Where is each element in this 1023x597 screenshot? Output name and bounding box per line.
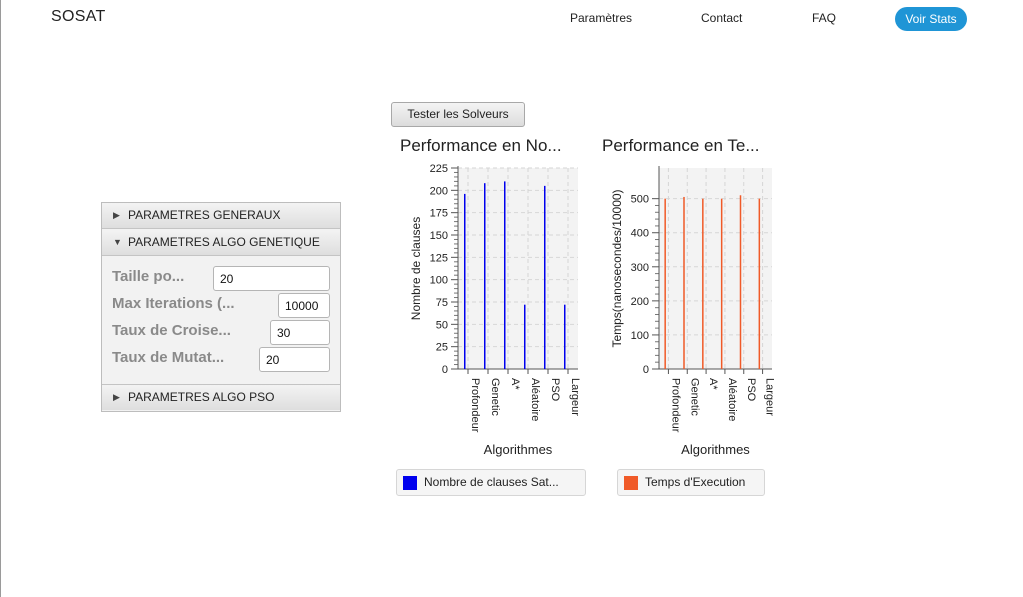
accordion-title: PARAMETRES ALGO PSO (128, 390, 275, 404)
y-tick-label: 300 (631, 262, 649, 274)
population-size-input[interactable] (213, 266, 330, 291)
nav-link-contact[interactable]: Contact (701, 11, 743, 25)
bar (720, 198, 723, 369)
y-axis-label: Temps(nanosecondes/10000) (610, 189, 624, 347)
nav-link-faq[interactable]: FAQ (812, 11, 837, 25)
y-tick-label: 75 (436, 297, 448, 309)
triangle-right-icon: ▶ (113, 210, 120, 220)
x-axis-label: Algorithmes (484, 442, 553, 457)
y-tick-label: 200 (631, 296, 649, 308)
legend-swatch-blue (403, 476, 417, 490)
bar (758, 198, 761, 369)
bar (564, 304, 566, 369)
bar (739, 195, 742, 369)
bar (683, 196, 685, 369)
x-tick-label: Largeur (764, 378, 776, 416)
y-tick-label: 500 (631, 194, 649, 206)
triangle-right-icon: ▶ (113, 392, 120, 402)
x-tick-label: Profondeur (669, 378, 681, 433)
brand-logo[interactable]: SOSAT (51, 8, 106, 25)
y-tick-label: 150 (430, 230, 448, 242)
navbar: SOSAT Paramètres Contact FAQ Voir Stats (0, 0, 1023, 38)
x-tick-label: Profondeur (469, 378, 481, 433)
mutation-rate-input[interactable] (259, 347, 330, 372)
crossover-rate-label: Taux de Croise... (112, 322, 231, 339)
y-tick-label: 125 (430, 252, 448, 264)
accordion-header-pso[interactable]: ▶ PARAMETRES ALGO PSO (102, 385, 340, 410)
accordion-title: PARAMETRES GENERAUX (128, 208, 281, 222)
voir-stats-button[interactable]: Voir Stats (895, 7, 967, 31)
y-tick-label: 100 (631, 330, 649, 342)
y-tick-label: 225 (430, 163, 448, 175)
y-tick-label: 50 (436, 319, 448, 331)
clauses-chart: Performance en No... 0 25 50 75 100 125 150 175 2… (400, 136, 581, 457)
chart-title: Performance en Te... (602, 136, 760, 155)
parameters-accordion: ▶ PARAMETRES GENERAUX ▼ PARAMETRES ALGO … (101, 202, 341, 412)
y-axis-label: Nombre de clauses (409, 217, 423, 320)
nav-link-parametres[interactable]: Paramètres (570, 11, 633, 25)
accordion-header-genetic[interactable]: ▼ PARAMETRES ALGO GENETIQUE (102, 230, 340, 256)
x-tick-label: Genetic (489, 378, 501, 416)
mutation-rate-label: Taux de Mutat... (112, 349, 225, 366)
crossover-rate-input[interactable] (270, 320, 330, 345)
max-iterations-input[interactable] (278, 293, 330, 318)
legend-time: Temps d'Execution (617, 469, 765, 496)
x-tick-label: A* (707, 378, 719, 390)
legend-clauses: Nombre de clauses Sat... (396, 469, 586, 496)
legend-label: Temps d'Execution (645, 475, 746, 489)
plot-background (458, 168, 578, 369)
x-axis-label: Algorithmes (681, 442, 750, 457)
y-tick-label: 400 (631, 228, 649, 240)
accordion-title: PARAMETRES ALGO GENETIQUE (128, 235, 320, 249)
x-tick-label: Aléatoire (726, 378, 738, 421)
y-tick-label: 175 (430, 208, 448, 220)
legend-swatch-orange (624, 476, 638, 490)
max-iterations-label: Max Iterations (... (112, 295, 235, 312)
legend-label: Nombre de clauses Sat... (424, 475, 559, 489)
test-solvers-button[interactable]: Tester les Solveurs (391, 102, 525, 127)
y-tick-label: 25 (436, 342, 448, 354)
y-tick-label: 0 (643, 364, 649, 376)
accordion-header-general[interactable]: ▶ PARAMETRES GENERAUX (102, 203, 340, 229)
bar (484, 183, 486, 369)
window-edge (0, 0, 1, 597)
triangle-down-icon: ▼ (113, 237, 122, 247)
bar (544, 185, 546, 369)
bar (464, 193, 466, 369)
y-tick-label: 100 (430, 275, 448, 287)
time-chart: Performance en Te... 0 100 200 300 400 500 Prof… (602, 136, 776, 457)
bar (702, 198, 704, 369)
plot-background (659, 168, 772, 369)
x-tick-label: PSO (549, 378, 561, 402)
y-tick-label: 0 (442, 364, 448, 376)
bar (524, 304, 526, 369)
genetic-params-panel: Taille po... Max Iterations (... Taux de… (102, 256, 340, 385)
population-size-label: Taille po... (112, 268, 185, 285)
y-tick-label: 200 (430, 185, 448, 197)
bar (664, 198, 666, 369)
x-tick-label: Genetic (688, 378, 700, 416)
x-tick-label: Largeur (569, 378, 581, 416)
x-tick-label: A* (509, 378, 521, 390)
bar (504, 181, 506, 369)
x-tick-label: Aléatoire (529, 378, 541, 421)
chart-title: Performance en No... (400, 136, 562, 155)
x-tick-label: PSO (745, 378, 757, 402)
